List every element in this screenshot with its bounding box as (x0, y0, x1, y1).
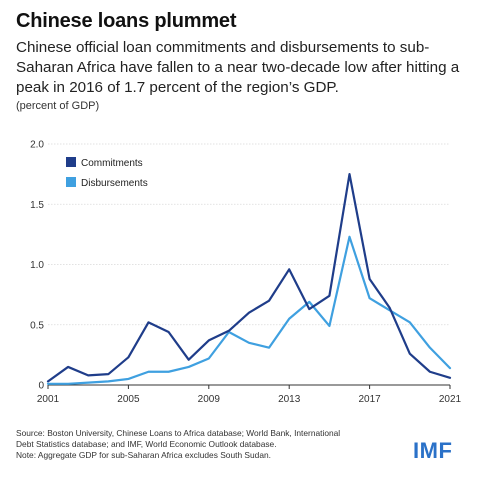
series-line-commitments (46, 173, 452, 383)
source-line-2: Debt Statistics database; and IMF, World… (16, 439, 277, 450)
x-tick-label: 2013 (278, 394, 301, 405)
source-line-3: Note: Aggregate GDP for sub-Saharan Afri… (16, 450, 271, 461)
y-tick-label: 0.5 (30, 320, 44, 331)
unit-label: (percent of GDP) (16, 100, 100, 112)
legend-swatch-disbursements (66, 177, 76, 187)
series-line-disbursements (46, 235, 452, 385)
legend-label-commitments: Commitments (81, 158, 143, 169)
line-chart: 0 0.5 1.0 1.5 2.0 2001 2005 2009 2013 2017 2021 Com… (30, 140, 462, 406)
source-line-1: Source: Boston University, Chinese Loans… (16, 428, 341, 438)
legend-swatch-commitments (66, 157, 76, 167)
x-tick-label: 2009 (198, 394, 221, 405)
x-tick-label: 2005 (117, 394, 140, 405)
x-tick-label: 2021 (439, 394, 462, 405)
source-note: Source: Boston University, Chinese Loans… (16, 428, 376, 462)
y-tick-label: 1.5 (30, 200, 44, 211)
y-tick-label: 0 (38, 381, 44, 392)
y-tick-label: 2.0 (30, 140, 44, 151)
y-tick-label: 1.0 (30, 260, 44, 271)
imf-logo: IMF (413, 438, 453, 463)
chart-subtitle: Chinese official loan commitments and di… (16, 39, 460, 96)
x-tick-label: 2017 (358, 394, 381, 405)
legend-label-disbursements: Disbursements (81, 178, 148, 189)
chart-title: Chinese loans plummet (16, 10, 237, 32)
x-tick-label: 2001 (37, 394, 60, 405)
